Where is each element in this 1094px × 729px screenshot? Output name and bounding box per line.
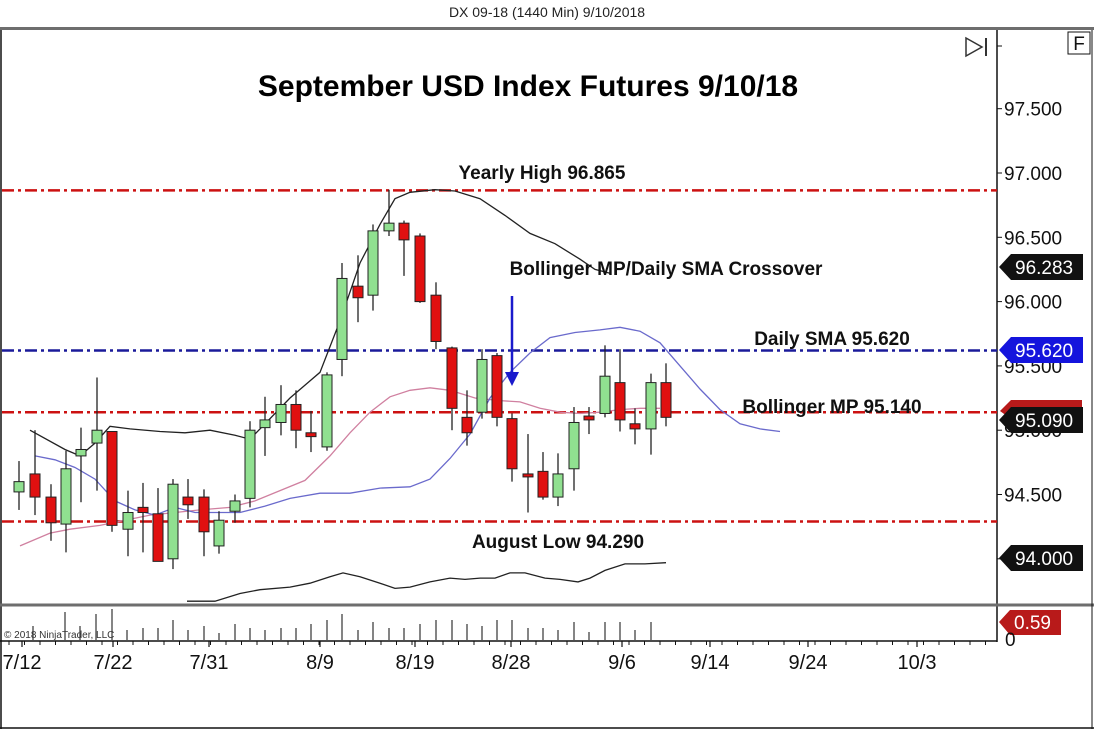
candle [213,511,225,554]
x-tick-label: 9/6 [608,652,636,674]
x-tick-label: 7/12 [3,652,42,674]
candle [167,479,179,570]
svg-text:94.000: 94.000 [1015,549,1073,570]
candle [491,353,503,427]
x-tick-label: 7/31 [190,652,229,674]
x-tick-label: 8/28 [492,652,531,674]
svg-text:F: F [1073,34,1085,55]
x-tick-label: 8/9 [306,652,334,674]
candle [599,345,611,418]
series-daily-sma [34,326,781,516]
volume-panel: 0.590 [32,609,1061,651]
chart-frame [0,27,1094,729]
svg-text:95.090: 95.090 [1015,411,1073,432]
candle [198,489,210,557]
candle [290,390,302,449]
candle [275,385,287,436]
candle [383,189,395,237]
candle [461,390,473,446]
svg-text:0.59: 0.59 [1014,613,1051,634]
candle [122,490,134,557]
candle [336,263,348,377]
candle [446,346,458,431]
candle [414,233,426,303]
x-tick-label: 9/14 [691,652,730,674]
candle [75,427,87,503]
candle [430,282,442,350]
x-tick-label: 8/19 [396,652,435,674]
candle [398,220,410,276]
candle [522,434,534,513]
candle [645,373,657,455]
candle [537,452,549,500]
x-tick-label: 7/22 [94,652,133,674]
x-tick-label: 10/3 [898,652,937,674]
candle [45,484,57,541]
price-tag-95.090: 95.090 [999,407,1083,433]
candle [552,453,564,507]
candle [182,479,194,519]
price-tag-94.000: 94.000 [999,545,1083,571]
candle [229,494,241,523]
x-tick-label: 9/24 [789,652,828,674]
price-tags: 96.283 95.620 95.090 94.000 [999,254,1083,571]
level-label: Yearly High 96.865 [459,163,626,184]
candle [152,488,164,562]
price-tag-96.283: 96.283 [999,254,1083,280]
candle [367,224,379,311]
y-tick-label: 97.500 [1004,100,1062,121]
series-bollinger-lower-visible-part- [187,562,667,602]
candle [476,349,488,419]
crossover-label: Bollinger MP/Daily SMA Crossover [510,259,823,280]
arrow-down-icon [505,296,519,386]
series-bollinger-upper [29,189,611,457]
candle [29,430,41,516]
candle [629,408,641,445]
candle [13,461,25,510]
level-label: Bollinger MP 95.140 [742,397,921,418]
price-tag-95.620: 95.620 [999,337,1083,363]
candle [506,413,518,482]
candle [321,372,333,451]
annotations: Bollinger MP/Daily SMA Crossover [505,259,823,386]
scroll-to-end-icon[interactable] [965,36,987,58]
candle [91,377,103,491]
volume-zero-label: 0 [1005,630,1016,651]
time-axis[interactable]: 7/12 7/22 7/31 8/9 8/19 8/28 9/6 9/14 9/24 10/3 [3,641,986,674]
chart-window-title: DX 09-18 (1440 Min) 9/10/2018 [448,4,646,20]
volume-tag: 0.59 [999,610,1061,635]
series-bollinger-mp [19,387,660,547]
price-axis[interactable]: 97.50097.00096.50096.00095.50095.00094.5… [997,45,1062,571]
f-button[interactable]: F [1067,31,1091,55]
y-tick-label: 94.500 [1004,486,1062,507]
candle [660,363,672,427]
indicator-lines [19,189,781,602]
chart-title: September USD Index Futures 9/10/18 [258,70,798,103]
candle [259,396,271,456]
candle [244,421,256,508]
svg-text:95.620: 95.620 [1015,341,1073,362]
horizontal-levels: Yearly High 96.865 Daily SMA 95.620 Bollin… [2,163,997,553]
candle [568,407,580,491]
candle [614,349,626,432]
candle [305,410,317,453]
candle [106,430,118,532]
candle [137,482,149,553]
level-label: August Low 94.290 [472,532,644,553]
y-tick-label: 97.000 [1004,164,1062,185]
candle [352,255,364,323]
candle [583,407,595,435]
candle [60,450,72,553]
svg-text:96.283: 96.283 [1015,258,1073,279]
level-label: Daily SMA 95.620 [754,329,910,350]
y-tick-label: 96.000 [1004,293,1062,314]
candles [13,189,672,570]
copyright-text: © 2018 NinjaTrader, LLC [4,630,114,641]
y-tick-label: 96.500 [1004,228,1062,249]
